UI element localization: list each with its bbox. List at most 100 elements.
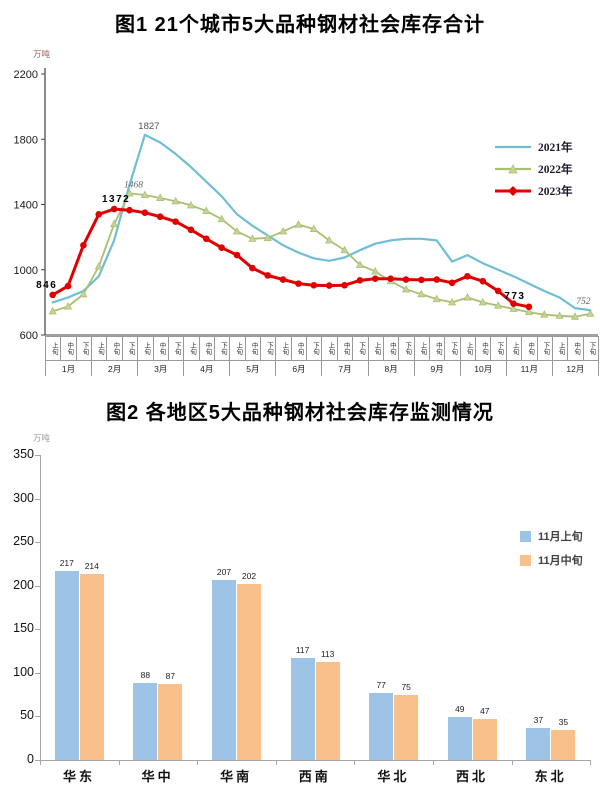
bar-value-label: 207 <box>216 566 232 577</box>
bar-value-label: 49 <box>455 704 465 715</box>
month-label: 3月 <box>138 361 185 376</box>
period-cell: 中旬 <box>199 336 215 361</box>
month-label: 12月 <box>553 361 599 376</box>
period-label: 下旬 <box>265 342 273 355</box>
circle-marker <box>418 276 425 284</box>
chart1-x-axis: 上旬 中旬 下旬 上旬 中旬 下旬 上旬 中旬 下旬 上旬 中旬 下旬 上旬 中旬 下旬 上旬 中旬 下旬 上旬 中旬… <box>45 336 600 376</box>
period-cell: 下旬 <box>537 336 553 361</box>
month-label: 10月 <box>461 361 507 376</box>
period-label: 中旬 <box>157 342 165 355</box>
y-tick-label: 2200 <box>14 69 38 81</box>
bar-11月中旬-西北 <box>472 719 497 760</box>
bar-11月上旬-华东 <box>54 570 79 760</box>
bar-value-label: 75 <box>401 681 411 692</box>
circle-marker <box>172 218 179 225</box>
chart2-legend: 11月上旬 11月中旬 <box>520 524 583 572</box>
y-tick-label: 600 <box>20 330 38 340</box>
triangle-marker <box>48 306 57 315</box>
chart2-x-axis-line <box>40 760 591 761</box>
circle-marker <box>433 276 441 283</box>
period-label: 下旬 <box>219 342 227 355</box>
legend-label: 11月上旬 <box>538 531 583 543</box>
bar-value-label: 214 <box>84 560 99 571</box>
bar-value-label: 87 <box>165 671 176 682</box>
period-cell: 下旬 <box>491 336 507 361</box>
y-tick-label: 1400 <box>14 200 38 212</box>
point-value-label: 752 <box>576 297 591 307</box>
chart2-unit-label: 万吨 <box>33 433 51 443</box>
period-label: 中旬 <box>526 342 534 355</box>
y-tick-mark <box>35 716 40 718</box>
triangle-marker <box>401 284 411 293</box>
bar-value-label: 88 <box>140 670 151 681</box>
legend-swatch <box>520 554 531 566</box>
month-label: 11月 <box>507 361 553 376</box>
period-cell: 上旬 <box>230 336 246 361</box>
period-cell: 上旬 <box>552 336 569 361</box>
period-label: 下旬 <box>541 342 549 355</box>
circle-marker <box>279 276 287 283</box>
circle-marker <box>95 210 103 218</box>
bar-11月上旬-西南 <box>290 658 315 760</box>
chart1-title: 图1 21个城市5大品种钢材社会库存合计 <box>114 14 486 36</box>
y-tick-label: 50 <box>20 708 34 723</box>
period-label: 中旬 <box>250 342 258 355</box>
period-cell: 上旬 <box>92 336 108 361</box>
period-cell: 上旬 <box>414 336 430 361</box>
period-label: 下旬 <box>127 342 135 355</box>
period-label: 下旬 <box>449 342 457 355</box>
triangle-marker <box>156 193 165 201</box>
legend-label: 2023年 <box>538 186 573 198</box>
triangle-marker <box>110 219 119 228</box>
period-cell: 下旬 <box>307 336 323 361</box>
x-tick-mark <box>197 760 199 765</box>
triangle-marker <box>417 289 426 298</box>
circle-marker <box>387 275 394 283</box>
x-tick-mark <box>590 760 592 765</box>
bar-value-label: 77 <box>376 679 386 690</box>
circle-marker <box>156 213 164 221</box>
legend-label: 11月中旬 <box>538 555 583 567</box>
chart1-line-plot: 600 1000 1400 1800 2200 846 1372 1468 1827 773 752 <box>14 68 598 340</box>
x-tick-mark <box>118 760 120 765</box>
triangle-marker <box>325 235 334 244</box>
category-label-华南: 华南 <box>220 769 253 784</box>
period-label: 上旬 <box>465 342 473 355</box>
circle-marker <box>126 206 133 214</box>
legend-entry-2023年: 2023年 <box>494 180 573 202</box>
y-tick-label: 0 <box>27 752 34 766</box>
bar-value-label: 202 <box>241 570 257 581</box>
period-cell: 中旬 <box>107 336 123 361</box>
period-label: 下旬 <box>357 342 365 355</box>
circle-marker <box>371 275 379 283</box>
legend-label: 2021年 <box>538 142 573 154</box>
period-label: 中旬 <box>434 342 442 355</box>
period-cell: 下旬 <box>583 336 599 361</box>
period-cell: 上旬 <box>322 336 338 361</box>
period-cell: 下旬 <box>399 336 415 361</box>
period-cell: 中旬 <box>383 336 400 361</box>
circle-marker <box>80 241 87 249</box>
category-label-西南: 西南 <box>298 769 331 784</box>
period-cell: 中旬 <box>522 336 538 361</box>
period-label: 上旬 <box>50 342 58 355</box>
point-value-label: 1468 <box>124 180 143 190</box>
period-label: 中旬 <box>65 342 73 355</box>
bar-11月中旬-华东 <box>79 573 104 760</box>
bar-11月中旬-华南 <box>237 583 261 760</box>
y-tick-mark <box>35 629 40 631</box>
period-cell: 中旬 <box>245 336 262 361</box>
circle-marker <box>341 281 348 289</box>
period-label: 上旬 <box>280 342 288 355</box>
bar-11月中旬-华中 <box>158 684 183 760</box>
point-value-label: 846 <box>36 280 57 291</box>
period-row: 上旬 中旬 下旬 上旬 中旬 下旬 上旬 中旬 下旬 上旬 中旬 下旬 上旬 中旬 下旬 上旬 中旬 下旬 上旬 中旬… <box>46 336 600 361</box>
legend-entry-11月上旬: 11月上旬 <box>520 524 583 548</box>
month-label: 4月 <box>184 361 231 376</box>
legend-label: 2022年 <box>538 164 573 176</box>
triangle-marker <box>448 297 457 306</box>
month-label: 9月 <box>415 361 461 376</box>
period-label: 上旬 <box>372 342 380 355</box>
circle-marker <box>356 277 364 284</box>
period-cell: 下旬 <box>445 336 461 361</box>
